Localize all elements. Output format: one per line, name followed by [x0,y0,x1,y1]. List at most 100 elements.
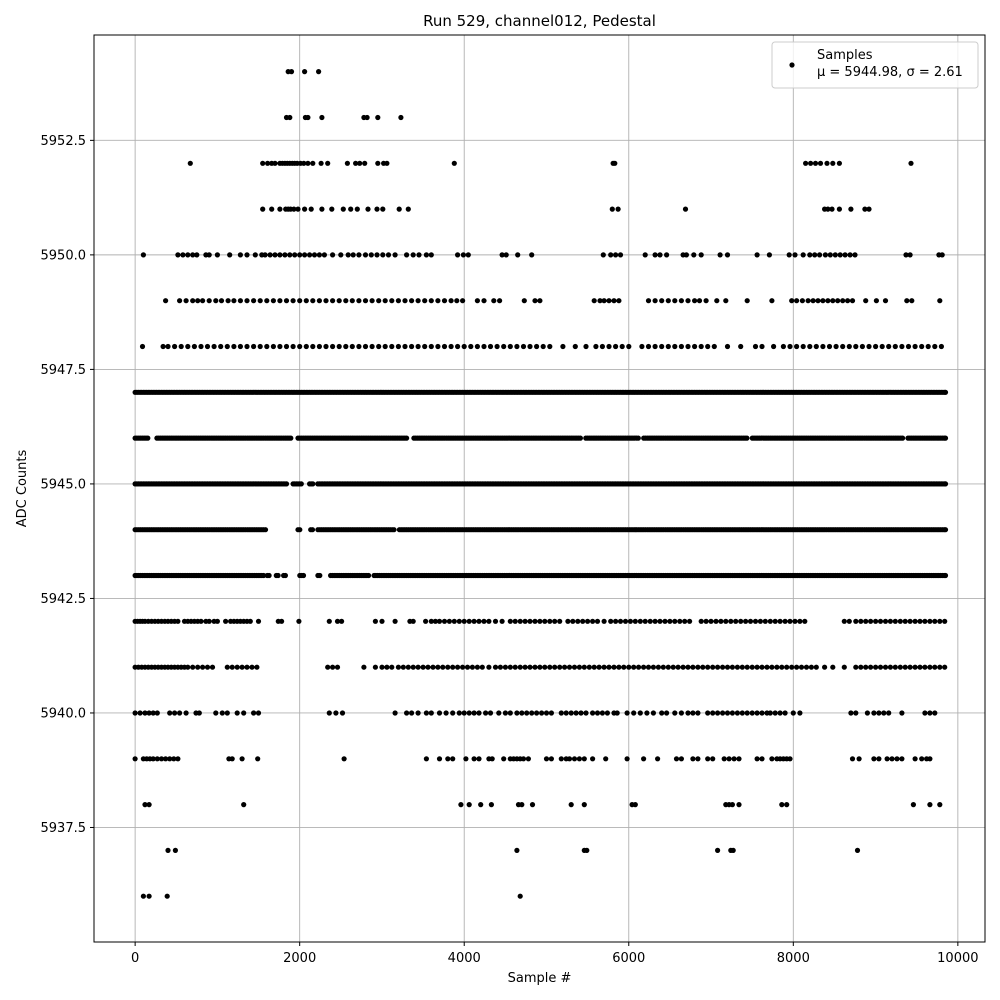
data-point [678,756,685,762]
data-point [718,618,724,624]
data-point [922,710,928,716]
data-point [353,160,359,166]
data-point [296,618,302,624]
data-point [647,618,653,624]
data-point [428,298,434,304]
data-point [597,298,603,304]
data-point [522,664,528,670]
data-point [805,298,811,304]
data-point [710,756,716,762]
data-point [172,847,178,854]
data-point [321,252,327,258]
data-point [132,756,138,762]
y-tick-label: 5940.0 [41,706,87,721]
data-point [428,618,434,624]
data-point [927,802,933,808]
data-point [356,298,362,304]
data-point [277,298,283,304]
data-point [402,298,408,304]
data-point [868,664,874,670]
data-point [435,343,441,350]
data-point [175,252,181,258]
data-point [583,710,589,716]
data-point [902,618,908,624]
data-point [456,710,462,716]
data-point [428,710,434,716]
data-point [932,710,938,716]
x-tick-label: 0 [131,951,139,966]
data-point [803,664,810,670]
data-point [596,664,602,670]
x-tick-label: 6000 [612,951,645,966]
data-point [591,298,597,304]
data-point [237,343,243,350]
data-point [807,343,813,350]
data-point [907,664,913,670]
data-point [812,160,819,166]
data-point [187,160,193,166]
data-point [685,710,691,716]
data-point [529,252,535,258]
data-point [395,298,401,304]
data-point [283,481,290,487]
data-point [410,618,416,624]
data-point [797,618,803,624]
data-point [581,756,587,762]
data-point [909,298,915,304]
data-point [422,343,428,350]
data-point [866,206,872,212]
data-point [502,664,508,670]
data-point [868,618,874,624]
data-point [255,710,262,716]
grid-lines [94,35,985,942]
data-point [244,664,250,670]
data-point [532,618,538,624]
data-point [450,756,456,762]
data-point [759,756,765,762]
data-point [460,252,466,258]
data-point [873,618,879,624]
data-point [695,664,701,670]
data-point [739,710,745,716]
data-point [724,664,731,670]
data-point [175,756,181,762]
data-point [257,343,263,350]
data-point [185,252,191,258]
data-point [329,206,335,212]
data-point [542,664,548,670]
data-point [744,435,750,441]
data-point [585,618,591,624]
data-point [494,343,500,350]
data-point [213,710,219,716]
data-point [665,664,671,670]
data-point [525,756,532,762]
data-point [744,298,750,304]
data-point [476,618,482,624]
data-point [369,343,375,350]
data-point [881,710,887,716]
data-point [190,664,196,670]
data-point [822,252,829,258]
data-point [260,206,266,212]
data-point [224,664,230,670]
data-point [160,343,166,350]
data-point [241,710,247,716]
data-point [436,618,443,624]
data-point [264,343,270,350]
data-point [303,343,309,350]
data-point [884,756,890,762]
data-point [507,618,513,624]
data-point [927,618,933,624]
data-point [409,710,415,716]
data-point [491,298,497,304]
data-point [873,343,879,350]
data-point [382,343,388,350]
data-point [614,710,620,716]
data-point [283,343,290,350]
data-point [218,298,225,304]
data-point [448,298,454,304]
data-point [251,343,257,350]
data-point [787,756,793,762]
data-point [876,756,882,762]
